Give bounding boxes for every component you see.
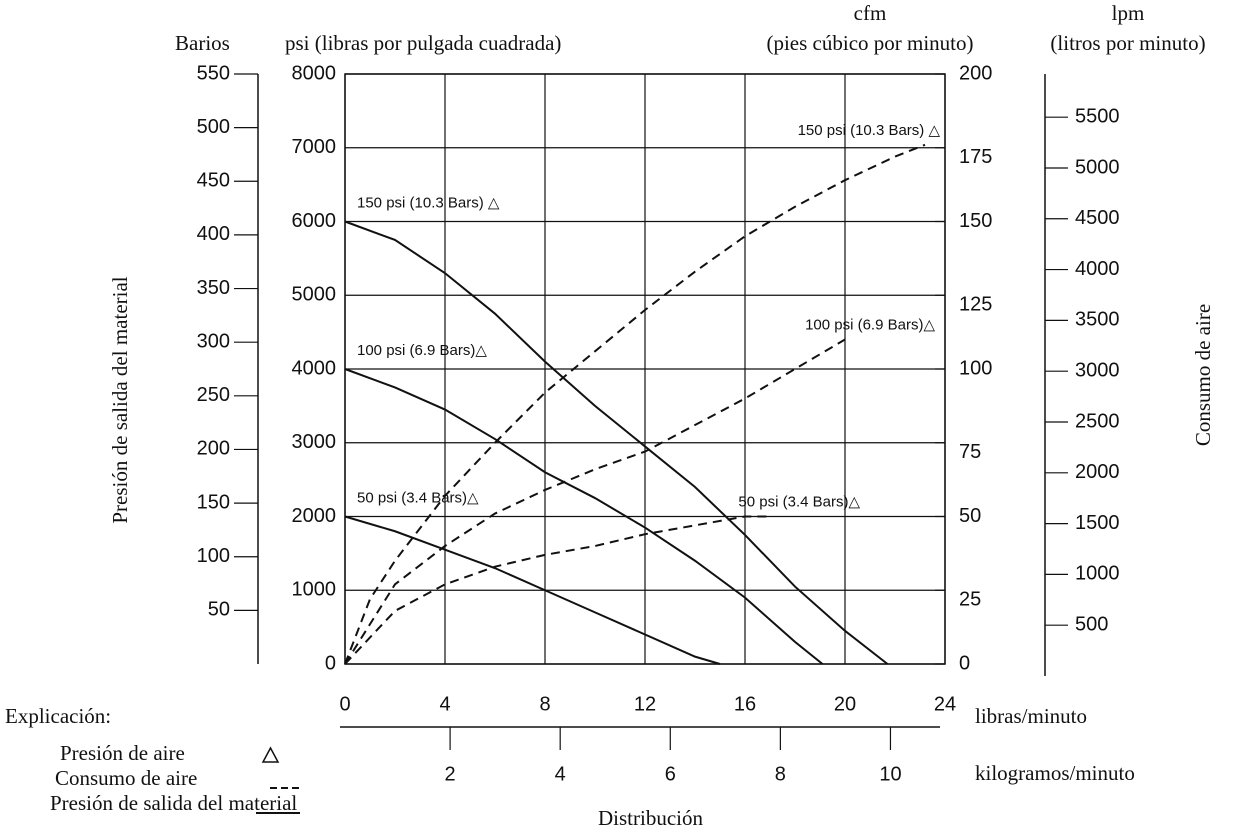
- series-line: [344, 515, 721, 665]
- bar-tick-label: 100: [197, 545, 230, 567]
- cfm-tick-label: 175: [959, 146, 992, 168]
- x-tick-label: 16: [734, 693, 756, 715]
- series-annotation: 100 psi (6.9 Bars)△: [805, 316, 935, 333]
- legend-label: Presión de aire: [60, 741, 185, 765]
- x-axis-title: libras/minuto: [975, 704, 1087, 728]
- bar-tick-label: 50: [208, 599, 230, 621]
- lpm-axis-subtitle: (litros por minuto): [1050, 31, 1205, 55]
- bar-tick-label: 200: [197, 438, 230, 460]
- legend-symbol: [261, 746, 280, 763]
- bar-tick-label: 500: [197, 116, 230, 138]
- bar-tick-label: 350: [197, 277, 230, 299]
- series-annotation: 100 psi (6.9 Bars)△: [357, 342, 487, 359]
- cfm-tick-label: 75: [959, 441, 981, 463]
- series-annotation: 150 psi (10.3 Bars) △: [357, 194, 500, 211]
- lpm-tick-label: 5000: [1075, 156, 1120, 178]
- x-tick-label: 0: [339, 693, 350, 715]
- lpm-tick-label: 1000: [1075, 563, 1120, 585]
- legend-label: Presión de salida del material: [50, 791, 297, 815]
- series-line: [344, 368, 824, 665]
- bar-axis-title: Barios: [175, 31, 230, 55]
- lpm-tick-label: 500: [1075, 613, 1108, 635]
- cfm-tick-label: 125: [959, 294, 992, 316]
- y-tick-label: 5000: [292, 284, 337, 306]
- lpm-tick-label: 4000: [1075, 258, 1120, 280]
- kg-tick-label: 4: [555, 763, 566, 785]
- y-tick-label: 0: [325, 652, 336, 674]
- kg-tick-label: 10: [879, 763, 901, 785]
- y-tick-label: 3000: [292, 431, 337, 453]
- y-tick-label: 7000: [292, 136, 337, 158]
- x-tick-label: 8: [539, 693, 550, 715]
- y-tick-label: 4000: [292, 357, 337, 379]
- x-tick-label: 24: [934, 693, 956, 715]
- bar-tick-label: 300: [197, 330, 230, 352]
- psi-axis-title: psi (libras por pulgada cuadrada): [285, 31, 561, 55]
- left-side-label: Presión de salida del material: [108, 276, 132, 523]
- cfm-tick-label: 100: [959, 357, 992, 379]
- series-line: [344, 515, 770, 665]
- cfm-tick-label: 0: [959, 652, 970, 674]
- cfm-axis-subtitle: (pies cúbico por minuto): [766, 31, 973, 55]
- series-line: [344, 338, 846, 665]
- cfm-tick-label: 150: [959, 210, 992, 232]
- series-annotation: 50 psi (3.4 Bars)△: [738, 493, 860, 510]
- legend-label: Consumo de aire: [55, 766, 197, 790]
- bar-tick-label: 550: [197, 62, 230, 84]
- lpm-tick-label: 5500: [1075, 105, 1120, 127]
- lpm-tick-label: 1500: [1075, 512, 1120, 534]
- y-tick-label: 2000: [292, 505, 337, 527]
- x-tick-label: 20: [834, 693, 856, 715]
- series-annotation: 50 psi (3.4 Bars)△: [357, 489, 479, 506]
- lpm-tick-label: 2000: [1075, 461, 1120, 483]
- y-tick-label: 1000: [292, 579, 337, 601]
- lpm-axis-title: lpm: [1112, 1, 1145, 25]
- bar-tick-label: 250: [197, 384, 230, 406]
- bar-tick-label: 150: [197, 491, 230, 513]
- x-tick-label: 12: [634, 693, 656, 715]
- kg-tick-label: 2: [445, 763, 456, 785]
- lpm-tick-label: 3000: [1075, 359, 1120, 381]
- bar-tick-label: 450: [197, 170, 230, 192]
- y-tick-label: 8000: [292, 62, 337, 84]
- lpm-tick-label: 4500: [1075, 207, 1120, 229]
- cfm-axis-title: cfm: [854, 1, 887, 25]
- cfm-tick-label: 200: [959, 62, 992, 84]
- series-line: [344, 220, 889, 665]
- y-tick-label: 6000: [292, 210, 337, 232]
- x-tick-label: 4: [439, 693, 450, 715]
- right-side-label: Consumo de aire: [1191, 304, 1215, 446]
- series-line: [344, 143, 926, 665]
- kg-tick-label: 6: [665, 763, 676, 785]
- lpm-tick-label: 2500: [1075, 410, 1120, 432]
- kg-tick-label: 8: [775, 763, 786, 785]
- cfm-tick-label: 25: [959, 589, 981, 611]
- lpm-tick-label: 3500: [1075, 309, 1120, 331]
- cfm-tick-label: 50: [959, 505, 981, 527]
- x3-label: Distribución: [598, 806, 703, 830]
- x2-axis-title: kilogramos/minuto: [975, 761, 1135, 785]
- legend-title: Explicación:: [5, 704, 111, 728]
- series-annotation: 150 psi (10.3 Bars) △: [798, 122, 941, 139]
- bar-tick-label: 400: [197, 223, 230, 245]
